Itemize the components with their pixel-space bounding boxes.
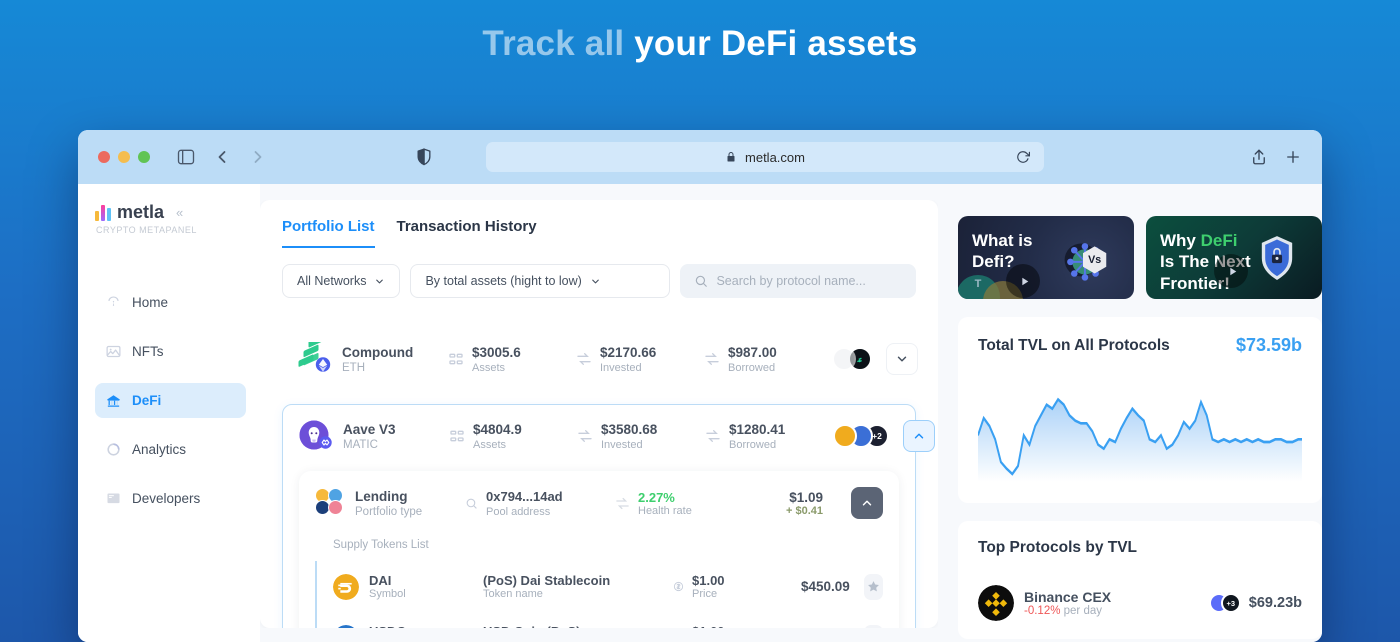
svg-text:T: T [975,278,982,290]
svg-text:Vs: Vs [1088,254,1101,266]
